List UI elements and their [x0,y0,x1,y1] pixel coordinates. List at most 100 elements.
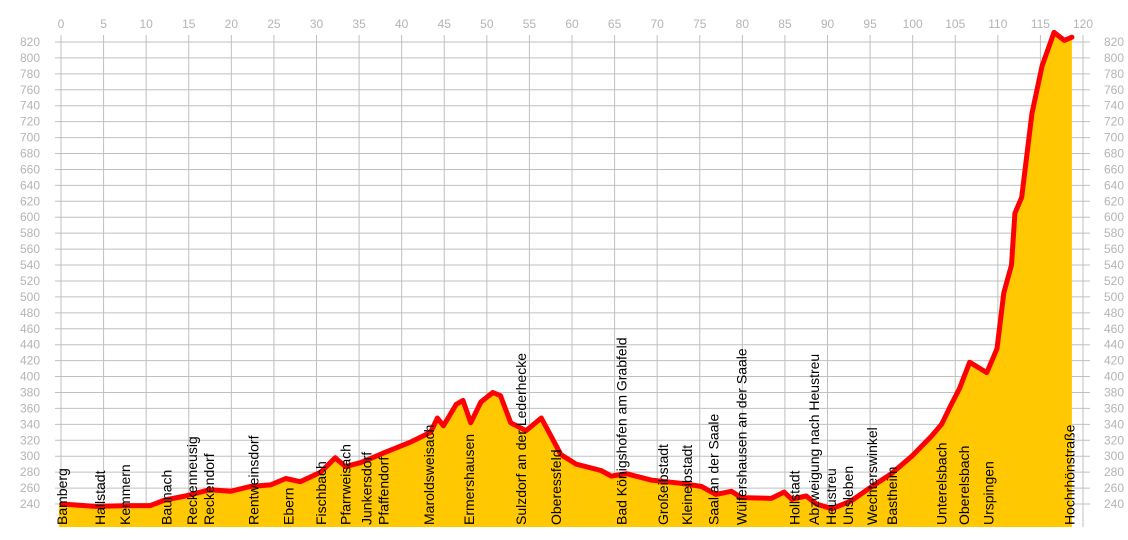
x-tick-label: 115 [1031,17,1050,31]
y-tick-label-left: 600 [20,210,40,224]
waypoint-label: Hollstadt [786,470,802,525]
waypoint-label: Bamberg [54,468,70,525]
waypoint-label: Wülfershausen an der Saale [734,348,750,525]
y-tick-label-right: 720 [1104,115,1124,129]
y-tick-label-right: 460 [1104,322,1124,336]
waypoint-label: Oberelsbach [956,446,972,525]
waypoint-label: Wechterswinkel [864,427,880,525]
x-tick-label: 0 [58,17,65,31]
y-tick-label-right: 660 [1104,162,1124,176]
waypoint-label: Saal an der Saale [705,413,721,525]
y-tick-label-left: 400 [20,370,40,384]
y-tick-label-right: 680 [1104,147,1124,161]
waypoint-labels: Bamberg Hallstadt Kemmern Baunach Reckenneus… [54,337,1078,525]
waypoint-label: Unterelsbach [934,443,950,526]
x-tick-label: 120 [1073,17,1093,31]
y-tick-label-right: 740 [1104,99,1124,113]
y-tick-label-left: 820 [20,35,40,49]
x-tick-label: 55 [523,17,537,31]
x-tick-label: 25 [267,17,281,31]
y-tick-label-right: 580 [1104,226,1124,240]
y-tick-label-left: 280 [20,465,40,479]
y-tick-label-right: 280 [1104,465,1124,479]
waypoint-label: Hallstadt [92,470,108,525]
x-tick-label: 15 [182,17,196,31]
x-tick-label: 85 [778,17,792,31]
y-tick-label-right: 700 [1104,131,1124,145]
waypoint-label: Kleineibstadt [679,445,695,525]
y-tick-label-left: 660 [20,162,40,176]
waypoint-label: Bad Königshofen am Grabfeld [613,337,629,525]
waypoint-label: Unsleben [840,466,856,525]
waypoint-label: Oberessfeld [548,450,564,525]
y-tick-label-right: 320 [1104,433,1124,447]
x-tick-label: 50 [480,17,494,31]
waypoint-label: Heustreu [823,468,839,525]
y-tick-label-left: 320 [20,433,40,447]
x-tick-label: 90 [821,17,835,31]
y-tick-label-right: 500 [1104,290,1124,304]
x-tick-label: 20 [225,17,239,31]
y-tick-label-left: 240 [20,497,40,511]
y-tick-label-right: 420 [1104,354,1124,368]
y-tick-label-left: 540 [20,258,40,272]
y-tick-label-right: 440 [1104,338,1124,352]
y-tick-label-right: 240 [1104,497,1124,511]
y-tick-label-left: 560 [20,242,40,256]
y-tick-label-right: 820 [1104,35,1124,49]
waypoint-label: Urspingen [981,461,997,525]
waypoint-label: Kemmern [117,464,133,525]
waypoint-label: Rentweinsdorf [246,435,262,525]
x-tick-label: 30 [310,17,324,31]
y-tick-label-right: 760 [1104,83,1124,97]
y-tick-label-left: 380 [20,385,40,399]
x-tick-label: 65 [608,17,622,31]
waypoint-label: Pfaffendorf [376,457,392,525]
waypoint-label: Abzweigung nach Heustreu [806,354,822,525]
y-tick-label-right: 340 [1104,417,1124,431]
x-tick-label: 110 [988,17,1007,31]
y-tick-label-right: 600 [1104,210,1124,224]
y-tick-label-right: 300 [1104,449,1124,463]
y-tick-label-right: 360 [1104,401,1124,415]
waypoint-label: Ermershausen [461,434,477,525]
x-tick-label: 70 [650,17,664,31]
y-tick-label-right: 520 [1104,274,1124,288]
y-tick-label-right: 620 [1104,194,1124,208]
x-tick-label: 95 [863,17,877,31]
waypoint-label: Reckenneusig [184,436,200,525]
x-tick-label: 5 [100,17,107,31]
y-tick-label-left: 680 [20,147,40,161]
y-tick-label-left: 360 [20,401,40,415]
x-tick-label: 100 [903,17,923,31]
y-tick-label-left: 300 [20,449,40,463]
waypoint-label: Maroldsweisach [421,425,437,525]
y-tick-label-left: 800 [20,51,40,65]
x-tick-label: 60 [565,17,579,31]
waypoint-label: Reckendorf [201,453,217,525]
waypoint-label: Sulzdorf an der Lederhecke [513,353,529,525]
y-tick-label-left: 260 [20,481,40,495]
y-tick-label-left: 760 [20,83,40,97]
waypoint-label: Hochrhönstraße [1061,424,1077,525]
y-tick-label-left: 340 [20,417,40,431]
y-tick-label-right: 480 [1104,306,1124,320]
x-tick-label: 35 [352,17,366,31]
y-tick-label-left: 580 [20,226,40,240]
x-tick-label: 10 [139,17,153,31]
y-tick-label-left: 420 [20,354,40,368]
profile-area [58,29,1075,528]
x-tick-label: 45 [438,17,452,31]
waypoint-label: Bastheim [884,467,900,525]
y-tick-label-right: 800 [1104,51,1124,65]
x-tick-label: 75 [693,17,707,31]
y-tick-label-right: 540 [1104,258,1124,272]
y-tick-label-right: 380 [1104,385,1124,399]
y-tick-label-left: 780 [20,67,40,81]
waypoint-label: Pfarrweisach [338,444,354,525]
y-tick-label-left: 500 [20,290,40,304]
waypoint-label: Ebern [280,488,296,525]
x-tick-label: 105 [945,17,965,31]
y-tick-label-right: 260 [1104,481,1124,495]
y-tick-label-right: 400 [1104,370,1124,384]
